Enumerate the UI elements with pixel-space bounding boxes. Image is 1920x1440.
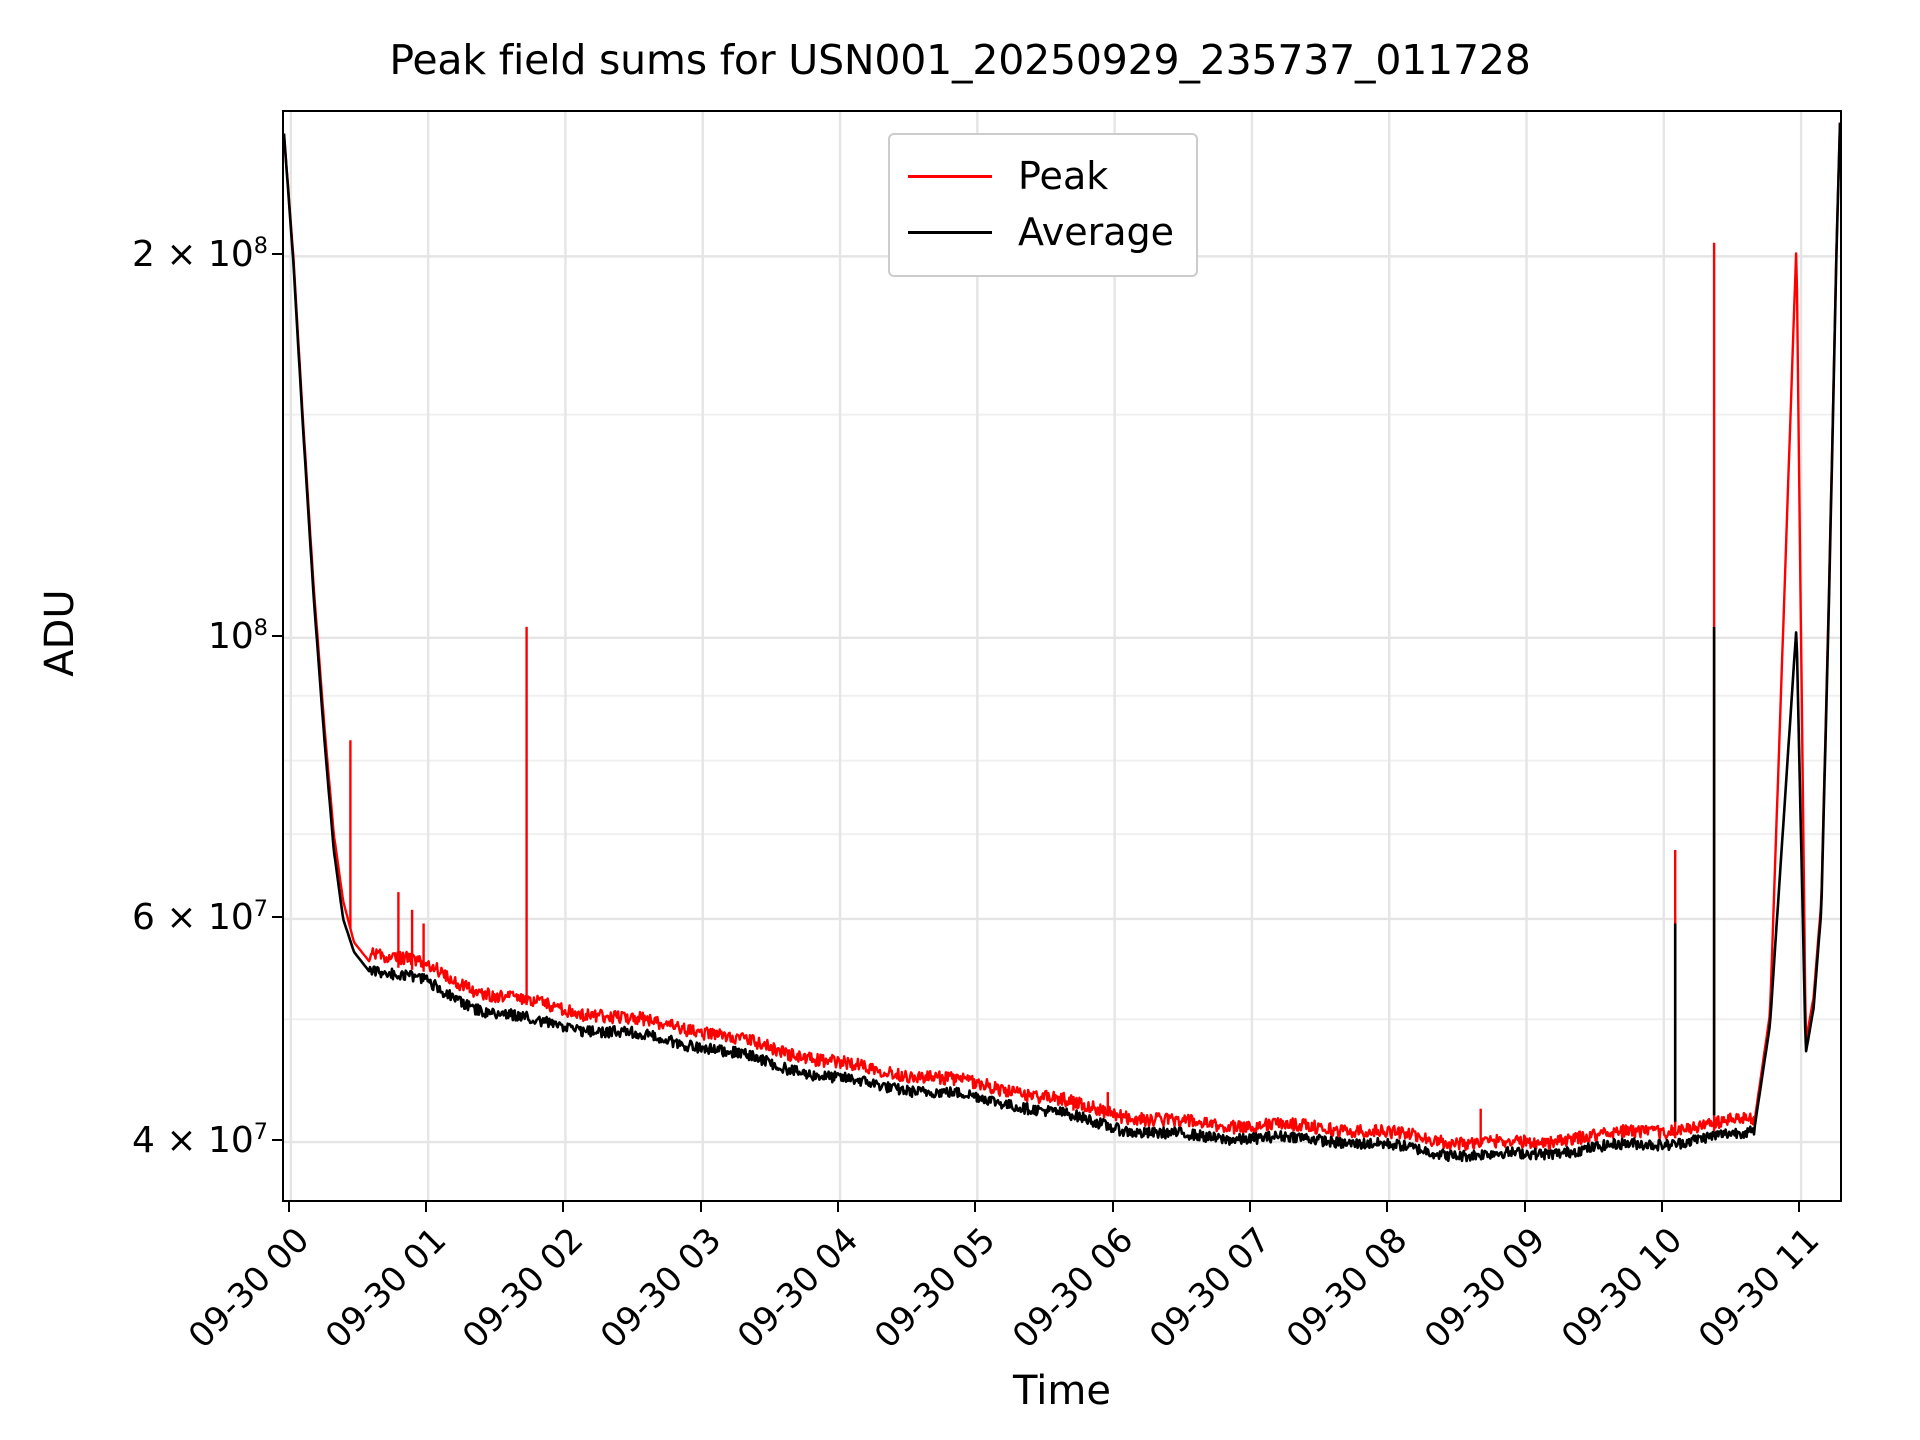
- legend-label-peak: Peak: [1018, 154, 1109, 198]
- series-line-peak: [284, 122, 1840, 1151]
- x-axis-tick-mark: [1248, 1202, 1251, 1212]
- legend-item-peak[interactable]: Peak: [908, 148, 1174, 204]
- x-axis-tick-mark: [1798, 1202, 1801, 1212]
- y-axis-tick-mark: [272, 634, 282, 637]
- legend-swatch-average: [908, 230, 992, 234]
- x-axis-tick-mark: [425, 1202, 428, 1212]
- x-axis-tick-mark: [1660, 1202, 1663, 1212]
- chart-title: Peak field sums for USN001_20250929_2357…: [389, 36, 1531, 84]
- x-axis-tick-mark: [1523, 1202, 1526, 1212]
- y-axis-tick-label: 108: [207, 614, 268, 657]
- legend: Peak Average: [888, 133, 1199, 277]
- legend-item-average[interactable]: Average: [908, 204, 1174, 260]
- series-line-average: [284, 122, 1840, 1163]
- plot-area: [282, 110, 1842, 1202]
- x-axis-tick-labels: 09-30 00 09-30 01 09-30 02 09-30 03 09-30 04…: [181, 1202, 1842, 1382]
- x-axis-tick-mark: [562, 1202, 565, 1212]
- y-axis-tick-labels: 2 × 108 108 6 × 107 4 × 107: [0, 110, 268, 1202]
- x-axis-tick-mark: [699, 1202, 702, 1212]
- y-axis-tick-label: 2 × 108: [132, 233, 268, 276]
- y-axis-tick-label: 4 × 107: [132, 1119, 268, 1162]
- y-axis-tick-mark: [272, 1139, 282, 1142]
- x-axis-tick-mark: [1111, 1202, 1114, 1212]
- plot-svg: [284, 112, 1840, 1200]
- series-lines: [284, 122, 1840, 1163]
- x-axis-label: Time: [1013, 1368, 1111, 1414]
- y-axis-tick-mark: [272, 915, 282, 918]
- x-axis-tick-mark: [287, 1202, 290, 1212]
- legend-swatch-peak: [908, 174, 992, 178]
- x-axis-tick-mark: [837, 1202, 840, 1212]
- y-axis-tick-mark: [272, 253, 282, 256]
- y-axis-tick-label: 6 × 107: [132, 895, 268, 938]
- x-axis-tick-mark: [1386, 1202, 1389, 1212]
- y-axis-tick-marks: [0, 110, 282, 1202]
- x-axis-tick-mark: [974, 1202, 977, 1212]
- legend-label-average: Average: [1018, 210, 1175, 254]
